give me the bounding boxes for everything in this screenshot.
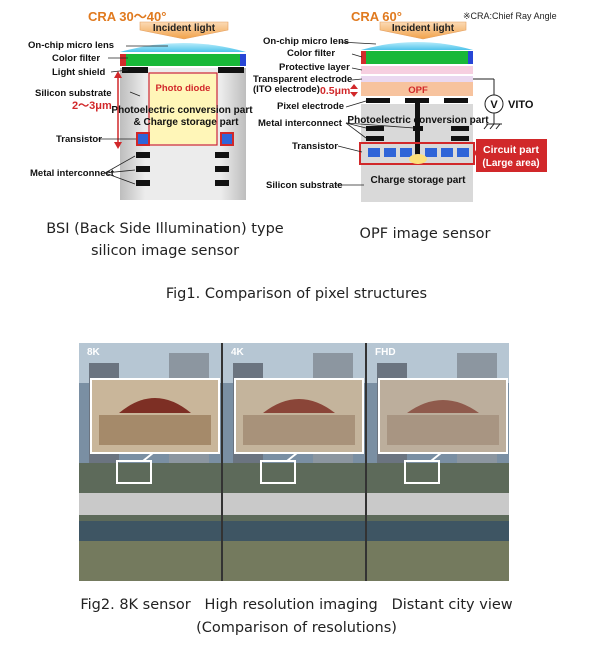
opf-vito-circuit xyxy=(473,78,502,130)
bsi-caption: BSI (Back Side Illumination) type silico… xyxy=(30,218,300,262)
panel-fhd: FHD xyxy=(367,343,509,581)
bsi-caption-line-2: silicon image sensor xyxy=(90,243,240,259)
bsi-photo-diode-label: Photo diode xyxy=(156,83,211,94)
opf-incident-arrow xyxy=(379,21,467,40)
bsi-incident-arrow xyxy=(139,21,229,40)
opf-via xyxy=(415,102,420,162)
svg-text:V: V xyxy=(490,99,498,111)
bsi-label-color-filter: Color filter xyxy=(52,53,100,64)
panel-label-4k: 4K xyxy=(231,347,244,358)
opf-pixel-electrode xyxy=(366,98,468,103)
bsi-transistor-left xyxy=(136,132,150,146)
opf-caption: OPF image sensor xyxy=(359,226,491,242)
bsi-caption-line-1: BSI (Back Side Illumination) type xyxy=(46,221,284,237)
opf-label-transistor: Transistor xyxy=(292,141,338,152)
bsi-pc-part-label-1: Photoelectric conversion part xyxy=(111,105,253,116)
circuit-part-label-2: (Large area) xyxy=(482,158,539,169)
panel-8k: 8K xyxy=(79,343,221,581)
bsi-photodiode-outline xyxy=(148,72,218,146)
circuit-part-label-1: Circuit part xyxy=(483,144,540,156)
bsi-micro-lens xyxy=(120,43,246,52)
opf-incident-label: Incident light xyxy=(392,23,455,34)
opf-label-color-filter: Color filter xyxy=(287,48,335,59)
bsi-color-filter xyxy=(120,54,246,66)
opf-label-transparent-2: (ITO electrode) xyxy=(253,84,320,95)
opf-label-pixel-electrode: Pixel electrode xyxy=(277,101,344,112)
opf-label-silicon: Silicon substrate xyxy=(266,180,343,191)
bsi-incident-label: Incident light xyxy=(153,23,216,34)
bsi-light-shield-right xyxy=(218,67,244,73)
fig1-title: Fig1. Comparison of pixel structures xyxy=(165,286,428,302)
opf-film-label: OPF xyxy=(408,85,428,96)
opf-label-thickness: 0.5μm xyxy=(320,85,350,97)
bsi-metal-interconnect xyxy=(136,152,229,186)
bsi-label-thickness: 2～3μm xyxy=(72,100,112,112)
fig2-caption-line-1: Fig2. 8K sensor High resolution imaging … xyxy=(80,597,513,613)
bsi-label-light-shield: Light shield xyxy=(52,67,106,78)
resolution-comparison-photo: 8K 4K xyxy=(79,343,509,581)
opf-transparent-electrode xyxy=(361,76,473,82)
opf-film xyxy=(361,82,473,96)
opf-color-filter xyxy=(361,51,473,64)
opf-charge-label: Charge storage part xyxy=(370,175,466,186)
bsi-light-shield-left xyxy=(122,67,148,73)
bsi-label-metal: Metal interconnect xyxy=(30,168,115,179)
bsi-transistor-right xyxy=(220,132,234,146)
panel-4k: 4K xyxy=(223,343,365,581)
fig1-diagram: CRA 30～40° Incident light Photo diode Ph… xyxy=(28,9,557,202)
opf-transistors xyxy=(368,148,469,157)
bsi-cra-label: CRA 30～40° xyxy=(88,9,166,24)
opf-label-micro-lens: On-chip micro lens xyxy=(263,36,349,47)
opf-protective-layer xyxy=(361,66,473,74)
opf-diagram: ※CRA:Chief Ray Angle CRA 60° Incident li… xyxy=(253,9,557,202)
opf-cra-label: CRA 60° xyxy=(351,9,402,24)
opf-micro-lens xyxy=(361,42,473,50)
bsi-label-micro-lens: On-chip micro lens xyxy=(28,40,114,51)
bsi-label-silicon: Silicon substrate xyxy=(35,88,112,99)
opf-label-transparent-1: Transparent electrode xyxy=(253,74,352,85)
panel-label-8k: 8K xyxy=(87,347,100,358)
bsi-label-transistor: Transistor xyxy=(56,134,102,145)
opf-label-protective: Protective layer xyxy=(279,62,350,73)
opf-circuit-outline xyxy=(359,142,475,165)
cra-note: ※CRA:Chief Ray Angle xyxy=(463,11,557,21)
bsi-pc-part-label-2: & Charge storage part xyxy=(133,117,239,128)
opf-charge-storage xyxy=(409,154,427,164)
opf-label-vito: VITO xyxy=(508,99,534,111)
panel-label-fhd: FHD xyxy=(375,347,396,358)
opf-label-metal: Metal interconnect xyxy=(258,118,343,129)
fig2-caption-line-2: (Comparison of resolutions) xyxy=(196,620,397,636)
bsi-diagram: CRA 30～40° Incident light Photo diode Ph… xyxy=(28,9,253,200)
bsi-photodiode xyxy=(150,74,216,144)
voltmeter-icon xyxy=(484,94,504,114)
circuit-part-callout xyxy=(476,139,547,172)
